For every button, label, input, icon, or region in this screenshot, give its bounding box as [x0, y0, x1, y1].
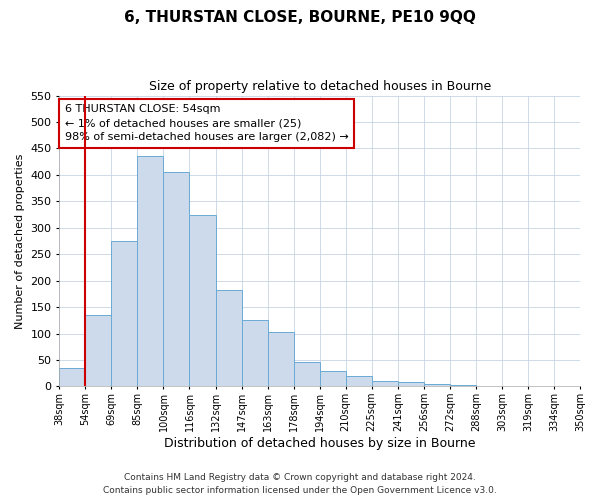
Text: Contains HM Land Registry data © Crown copyright and database right 2024.
Contai: Contains HM Land Registry data © Crown c…	[103, 474, 497, 495]
Bar	[190, 214, 215, 386]
Bar	[242, 320, 268, 386]
Bar	[268, 332, 293, 386]
Bar	[85, 315, 112, 386]
Bar	[346, 376, 372, 386]
Bar	[372, 381, 398, 386]
Y-axis label: Number of detached properties: Number of detached properties	[15, 154, 25, 328]
Text: 6 THURSTAN CLOSE: 54sqm
← 1% of detached houses are smaller (25)
98% of semi-det: 6 THURSTAN CLOSE: 54sqm ← 1% of detached…	[65, 104, 348, 142]
X-axis label: Distribution of detached houses by size in Bourne: Distribution of detached houses by size …	[164, 437, 475, 450]
Bar	[320, 370, 346, 386]
Bar	[137, 156, 163, 386]
Bar	[215, 290, 242, 386]
Bar	[59, 368, 85, 386]
Bar	[112, 241, 137, 386]
Bar	[398, 382, 424, 386]
Bar	[424, 384, 450, 386]
Bar	[293, 362, 320, 386]
Text: 6, THURSTAN CLOSE, BOURNE, PE10 9QQ: 6, THURSTAN CLOSE, BOURNE, PE10 9QQ	[124, 10, 476, 25]
Title: Size of property relative to detached houses in Bourne: Size of property relative to detached ho…	[149, 80, 491, 93]
Bar	[163, 172, 190, 386]
